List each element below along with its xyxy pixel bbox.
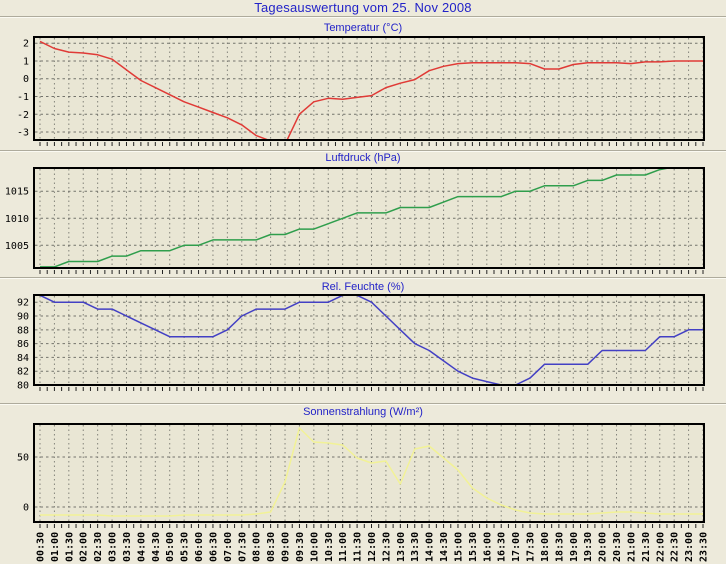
humidity-chart-frame [33,294,705,386]
x-tick-label: 22:00 [655,532,666,562]
x-tick-label: 16:30 [497,532,508,562]
temperature-chart-line [39,40,703,141]
x-tick-label: 08:30 [266,532,277,562]
x-tick-label: 21:30 [641,532,652,562]
y-tick-label: 92 [17,298,29,309]
y-tick-label: 86 [17,339,29,350]
y-tick-label: 2 [23,39,29,50]
solar-radiation-chart-line [40,427,703,517]
chart-title-humidity: Rel. Feuchte (%) [321,281,405,293]
divider [0,277,726,279]
y-tick-label: 80 [17,381,29,392]
x-tick-label: 20:00 [598,532,609,562]
y-tick-label: -2 [17,110,29,121]
x-tick-label: 18:00 [540,532,551,562]
x-tick-label: 13:30 [410,532,421,562]
x-tick-label: 02:30 [93,532,104,562]
x-tick-label: 19:00 [569,532,580,562]
x-tick-label: 09:30 [295,532,306,562]
x-tick-label: 19:30 [583,532,594,562]
x-tick-label: 15:00 [453,532,464,562]
y-tick-label: 50 [17,453,29,464]
x-tick-label: 06:00 [194,532,205,562]
y-tick-label: 1 [23,56,29,67]
y-tick-label: 1005 [5,241,29,252]
x-tick-label: 18:30 [554,532,565,562]
solar-radiation-chart: 50 0 [17,423,705,528]
x-tick-label: 12:00 [367,532,378,562]
x-tick-label: 00:30 [36,532,47,562]
x-tick-label: 03:00 [108,532,119,562]
y-tick-label: 84 [17,353,29,364]
divider [0,16,726,18]
chart-title-pressure: Luftdruck (hPa) [325,152,401,164]
x-tick-label: 10:30 [324,532,335,562]
y-tick-label: 0 [23,503,29,514]
y-tick-label: 1010 [5,214,29,225]
x-tick-label: 04:00 [136,532,147,562]
x-tick-label: 05:30 [180,532,191,562]
temperature-chart: 2 1 0 -1 -2 -3 [17,36,705,146]
x-tick-label: 13:00 [396,532,407,562]
humidity-chart: 92 90 88 86 84 82 80 [17,294,705,392]
x-tick-label: 17:30 [526,532,537,562]
x-tick-label: 09:00 [281,532,292,562]
divider [0,150,726,152]
x-tick-label: 15:30 [468,532,479,562]
chart-title-temperature: Temperatur (°C) [323,22,403,34]
y-tick-label: 1015 [5,187,29,198]
x-tick-label: 23:00 [684,532,695,562]
x-tick-label: 04:30 [151,532,162,562]
x-tick-label: 10:00 [309,532,320,562]
pressure-chart-line [40,168,673,268]
y-tick-label: 82 [17,367,29,378]
y-tick-label: 88 [17,325,29,336]
x-tick-label: 05:00 [165,532,176,562]
y-tick-label: -3 [17,128,29,139]
x-tick-label: 23:30 [699,532,710,562]
y-tick-label: -1 [17,92,29,103]
x-axis-labels: 00:30 01:00 01:30 02:00 02:30 03:00 03:30 04:00… [36,532,710,562]
x-tick-label: 07:00 [223,532,234,562]
x-tick-label: 21:00 [626,532,637,562]
solar-radiation-chart-frame [33,423,705,523]
x-tick-label: 01:30 [64,532,75,562]
x-tick-label: 14:00 [425,532,436,562]
x-tick-label: 14:30 [439,532,450,562]
x-tick-label: 03:30 [122,532,133,562]
x-tick-label: 16:00 [482,532,493,562]
x-tick-label: 11:30 [353,532,364,562]
page-title: Tagesauswertung vom 25. Nov 2008 [254,0,472,15]
x-tick-label: 12:30 [381,532,392,562]
pressure-chart: 1015 1010 1005 [5,167,705,274]
x-tick-label: 11:00 [338,532,349,562]
x-tick-label: 06:30 [208,532,219,562]
humidity-chart-line [39,295,703,386]
x-tick-label: 01:00 [50,532,61,562]
y-tick-label: 0 [23,74,29,85]
pressure-chart-frame [33,167,705,269]
x-tick-label: 08:00 [252,532,263,562]
y-tick-label: 90 [17,312,29,323]
temperature-chart-frame [33,36,705,141]
chart-title-solar-radiation: Sonnenstrahlung (W/m²) [303,406,423,418]
x-tick-label: 02:00 [79,532,90,562]
divider [0,403,726,405]
x-tick-label: 22:30 [670,532,681,562]
x-tick-label: 20:30 [612,532,623,562]
x-tick-label: 17:00 [511,532,522,562]
x-tick-label: 07:30 [237,532,248,562]
